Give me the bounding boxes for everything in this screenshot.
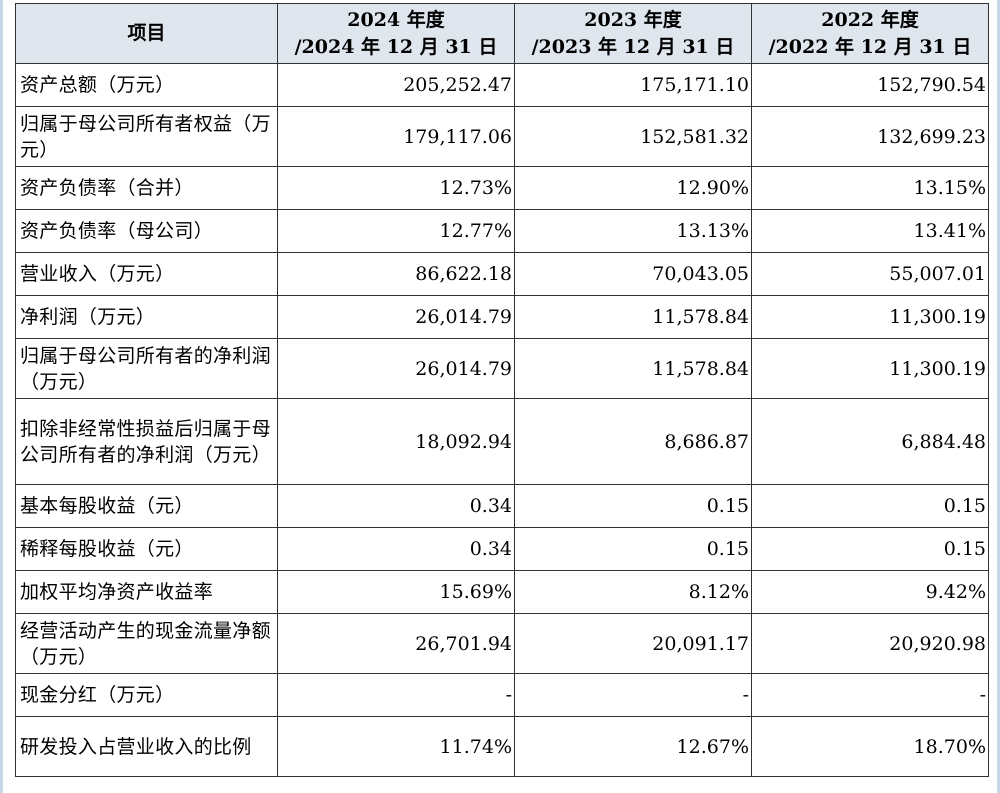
row-label: 归属于母公司所有者的净利润（万元） bbox=[15, 338, 278, 399]
table-row: 净利润（万元） 26,014.79 11,578.84 11,300.19 bbox=[15, 295, 989, 339]
cell-2022: - bbox=[751, 673, 989, 717]
row-label: 营业收入（万元） bbox=[15, 252, 278, 296]
cell-2024: 18,092.94 bbox=[277, 398, 515, 485]
table-row: 资产总额（万元） 205,252.47 175,171.10 152,790.5… bbox=[15, 63, 989, 107]
row-label: 归属于母公司所有者权益（万元） bbox=[15, 106, 278, 167]
cell-2023: 11,578.84 bbox=[514, 338, 752, 399]
table-row: 加权平均净资产收益率 15.69% 8.12% 9.42% bbox=[15, 570, 989, 614]
row-label: 扣除非经常性损益后归属于母公司所有者的净利润（万元） bbox=[15, 398, 278, 485]
cell-2023: 0.15 bbox=[514, 527, 752, 571]
header-2024: 2024 年度 /2024 年 12 月 31 日 bbox=[277, 3, 515, 64]
table-row: 基本每股收益（元） 0.34 0.15 0.15 bbox=[15, 484, 989, 528]
row-label: 资产负债率（母公司） bbox=[15, 209, 278, 253]
cell-2023: 0.15 bbox=[514, 484, 752, 528]
cell-2023: 175,171.10 bbox=[514, 63, 752, 107]
row-label: 经营活动产生的现金流量净额（万元） bbox=[15, 613, 278, 674]
cell-2022: 13.41% bbox=[751, 209, 989, 253]
table-row: 研发投入占营业收入的比例 11.74% 12.67% 18.70% bbox=[15, 716, 989, 777]
cell-2024: 205,252.47 bbox=[277, 63, 515, 107]
cell-2024: 12.73% bbox=[277, 166, 515, 210]
table-row: 资产负债率（合并） 12.73% 12.90% 13.15% bbox=[15, 166, 989, 210]
table-row: 经营活动产生的现金流量净额（万元） 26,701.94 20,091.17 20… bbox=[15, 613, 989, 674]
table-row: 归属于母公司所有者权益（万元） 179,117.06 152,581.32 13… bbox=[15, 106, 989, 167]
row-label: 稀释每股收益（元） bbox=[15, 527, 278, 571]
row-label: 资产负债率（合并） bbox=[15, 166, 278, 210]
cell-2023: 8,686.87 bbox=[514, 398, 752, 485]
header-2023: 2023 年度 /2023 年 12 月 31 日 bbox=[514, 3, 752, 64]
cell-2024: 26,014.79 bbox=[277, 338, 515, 399]
row-label: 现金分红（万元） bbox=[15, 673, 278, 717]
cell-2022: 18.70% bbox=[751, 716, 989, 777]
cell-2022: 9.42% bbox=[751, 570, 989, 614]
cell-2022: 152,790.54 bbox=[751, 63, 989, 107]
cell-2023: 70,043.05 bbox=[514, 252, 752, 296]
cell-2023: 13.13% bbox=[514, 209, 752, 253]
cell-2022: 6,884.48 bbox=[751, 398, 989, 485]
header-2022: 2022 年度 /2022 年 12 月 31 日 bbox=[751, 3, 989, 64]
cell-2023: 12.90% bbox=[514, 166, 752, 210]
row-label: 净利润（万元） bbox=[15, 295, 278, 339]
cell-2024: 15.69% bbox=[277, 570, 515, 614]
cell-2023: 152,581.32 bbox=[514, 106, 752, 167]
table-row: 营业收入（万元） 86,622.18 70,043.05 55,007.01 bbox=[15, 252, 989, 296]
header-item: 项目 bbox=[15, 3, 278, 64]
row-label: 基本每股收益（元） bbox=[15, 484, 278, 528]
table-row: 归属于母公司所有者的净利润（万元） 26,014.79 11,578.84 11… bbox=[15, 338, 989, 399]
row-label: 资产总额（万元） bbox=[15, 63, 278, 107]
financial-summary-table: 项目 2024 年度 /2024 年 12 月 31 日 2023 年度 /20… bbox=[15, 3, 989, 777]
cell-2024: 0.34 bbox=[277, 484, 515, 528]
cell-2024: 179,117.06 bbox=[277, 106, 515, 167]
row-label: 研发投入占营业收入的比例 bbox=[15, 716, 278, 777]
cell-2022: 55,007.01 bbox=[751, 252, 989, 296]
table-row: 扣除非经常性损益后归属于母公司所有者的净利润（万元） 18,092.94 8,6… bbox=[15, 398, 989, 485]
cell-2022: 0.15 bbox=[751, 527, 989, 571]
cell-2024: 12.77% bbox=[277, 209, 515, 253]
cell-2023: 8.12% bbox=[514, 570, 752, 614]
cell-2023: 20,091.17 bbox=[514, 613, 752, 674]
cell-2022: 132,699.23 bbox=[751, 106, 989, 167]
cell-2022: 13.15% bbox=[751, 166, 989, 210]
table-row: 现金分红（万元） - - - bbox=[15, 673, 989, 717]
cell-2024: 11.74% bbox=[277, 716, 515, 777]
cell-2022: 0.15 bbox=[751, 484, 989, 528]
cell-2022: 11,300.19 bbox=[751, 295, 989, 339]
cell-2024: 0.34 bbox=[277, 527, 515, 571]
cell-2022: 20,920.98 bbox=[751, 613, 989, 674]
table-row: 资产负债率（母公司） 12.77% 13.13% 13.41% bbox=[15, 209, 989, 253]
cell-2024: 26,701.94 bbox=[277, 613, 515, 674]
table-row: 稀释每股收益（元） 0.34 0.15 0.15 bbox=[15, 527, 989, 571]
cell-2024: 86,622.18 bbox=[277, 252, 515, 296]
cell-2023: - bbox=[514, 673, 752, 717]
table-header-row: 项目 2024 年度 /2024 年 12 月 31 日 2023 年度 /20… bbox=[15, 3, 989, 64]
cell-2022: 11,300.19 bbox=[751, 338, 989, 399]
cell-2023: 11,578.84 bbox=[514, 295, 752, 339]
cell-2023: 12.67% bbox=[514, 716, 752, 777]
cell-2024: 26,014.79 bbox=[277, 295, 515, 339]
cell-2024: - bbox=[277, 673, 515, 717]
row-label: 加权平均净资产收益率 bbox=[15, 570, 278, 614]
